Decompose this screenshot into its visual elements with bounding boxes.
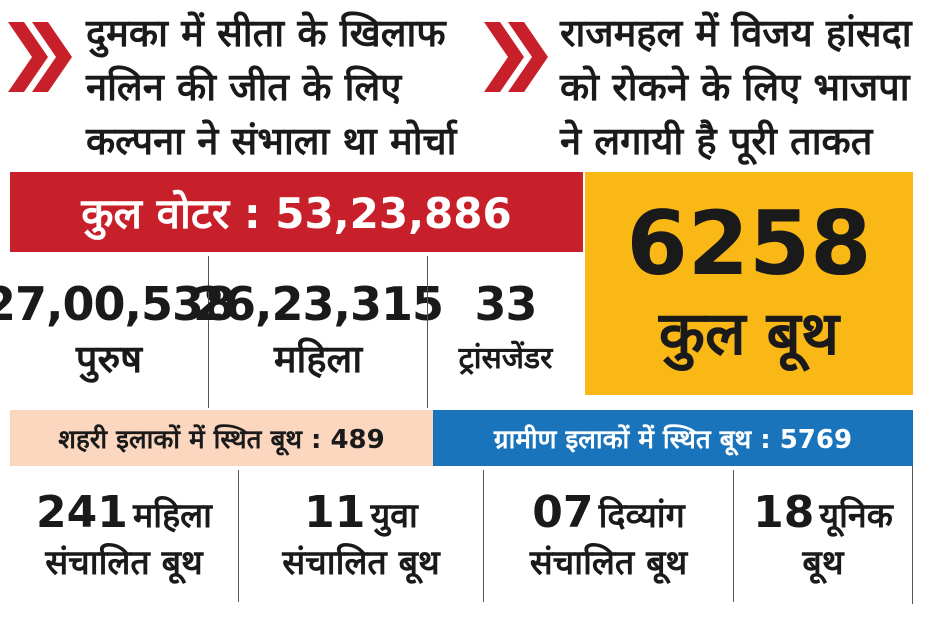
headline-line: दुमका में सीता के खिलाफ [86,11,446,55]
headline-line: नलिन की जीत के लिए [86,65,402,109]
booth-sub: संचालित बूथ [45,542,203,583]
total-voters: कुल वोटर : 53,23,886 [10,172,583,252]
total-booths-box: 6258 कुल बूथ [585,172,913,395]
divider [427,256,428,408]
chevron-icon [8,22,72,92]
urban-booths: शहरी इलाकों में स्थित बूथ : 489 [10,410,433,466]
divider [208,256,209,408]
stat-label: महिला [273,337,363,381]
divider [238,470,239,602]
special-booth: 18 यूनिक बूथ [734,470,912,600]
stat-label: पुरुष [75,337,143,381]
special-booth: 241 महिला संचालित बूथ [10,470,238,600]
divider [733,470,734,602]
headline-line: ने लगायी है पूरी ताकत [560,119,873,163]
booth-sub: संचालित बूथ [529,542,688,583]
total-booths-label: कुल बूथ [658,298,840,369]
booth-number: 241 [35,486,128,538]
booth-sub: बूथ [802,542,844,583]
booth-label: महिला [132,495,212,536]
booth-label: यूनिक [819,495,893,536]
booth-sub: संचालित बूथ [282,542,440,583]
booth-number: 07 [532,486,594,538]
special-booth: 11 युवा संचालित बूथ [239,470,483,600]
voter-stat: 26,23,315 महिला [193,256,444,406]
rural-booths: ग्रामीण इलाकों में स्थित बूथ : 5769 [433,410,913,466]
headline-right: राजमहल में विजय हांसदा को रोकने के लिए भ… [560,6,912,168]
total-booths-number: 6258 [626,191,872,295]
stat-number: 33 [474,277,537,331]
chevron-icon [484,22,548,92]
booth-label: दिव्यांग [598,495,685,536]
stat-number: 27,00,538 [0,277,235,331]
booth-number: 11 [304,486,366,538]
booth-number: 18 [753,486,815,538]
special-booths-row [10,466,913,604]
headline-line: कल्पना ने संभाला था मोर्चा [86,119,457,163]
headline-line: को रोकने के लिए भाजपा [560,65,910,109]
stat-number: 26,23,315 [193,277,444,331]
booth-label: युवा [370,495,418,536]
special-booth: 07 दिव्यांग संचालित बूथ [484,470,733,600]
headline-line: राजमहल में विजय हांसदा [560,11,912,55]
voter-stat: 33 ट्रांसजेंडर [428,256,583,406]
voter-stat: 27,00,538 पुरुष [0,256,235,406]
divider [483,470,484,602]
stat-label: ट्रांसजेंडर [458,341,553,376]
headline-left: दुमका में सीता के खिलाफ नलिन की जीत के ल… [86,6,457,168]
